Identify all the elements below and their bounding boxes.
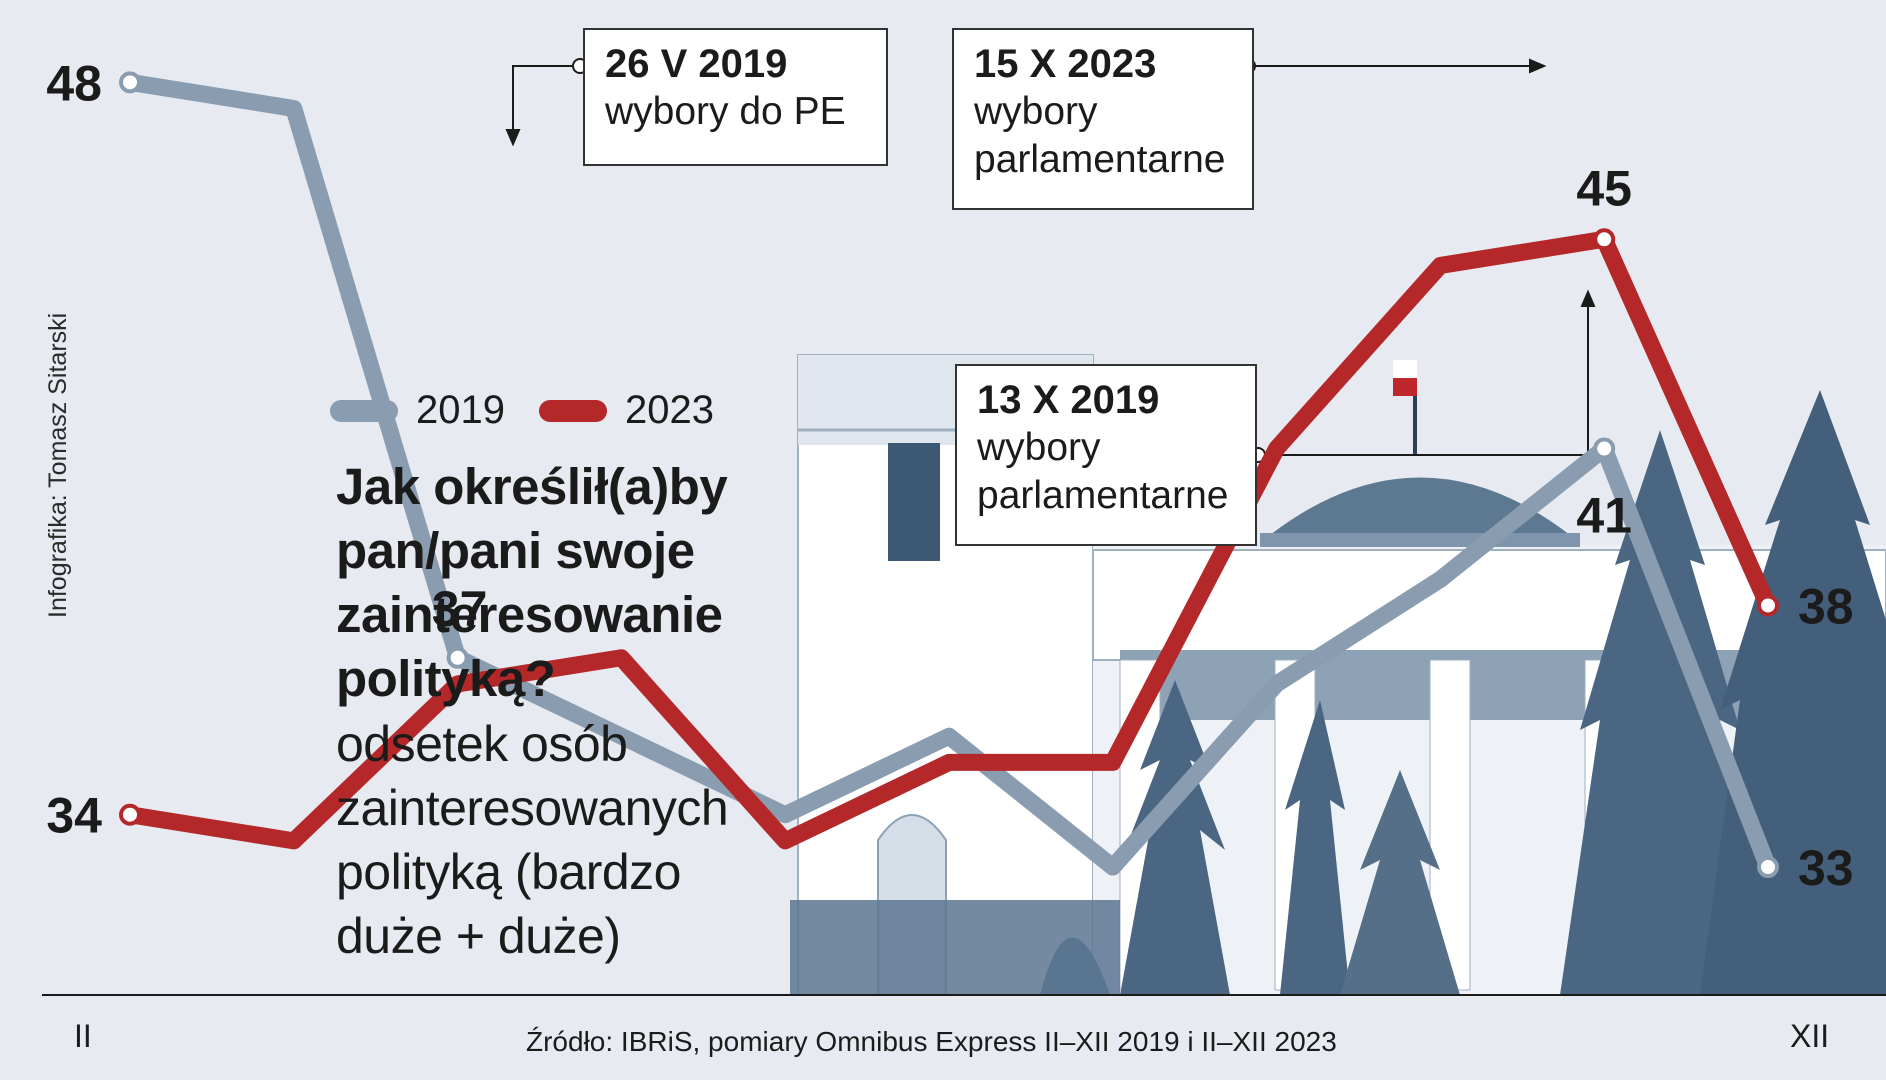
data-point-marker-2019 <box>1757 856 1779 879</box>
chart-title: Jak określił(a)by pan/pani swoje zainter… <box>336 458 728 707</box>
data-label-2023: 38 <box>1798 578 1854 634</box>
callout-event: wybory parlamentarne <box>977 426 1229 517</box>
data-point-marker-2023 <box>119 803 141 826</box>
value-labels-layer: 48 37 41 33 34 45 38 <box>46 55 1853 896</box>
source-note: Źródło: IBRiS, pomiary Omnibus Express I… <box>526 1026 1337 1057</box>
x-axis-start-label: II <box>74 1018 92 1054</box>
sejm-building-illustration <box>790 354 1886 996</box>
data-point-marker-2019 <box>446 646 469 669</box>
callout-ep-election-2019: 26 V 2019 wybory do PE <box>583 28 888 166</box>
series-line-2019 <box>121 73 1777 876</box>
callout-date: 13 X 2019 <box>977 378 1160 422</box>
data-point-marker-2019 <box>1593 437 1616 460</box>
x-axis-end-label: XII <box>1790 1018 1830 1054</box>
callout-event: wybory do PE <box>605 90 846 133</box>
callout-event: wybory parlamentarne <box>974 90 1226 181</box>
callout-parliament-election-2019: 13 X 2019 wybory parlamentarne <box>955 364 1257 546</box>
chart-subtitle: odsetek osób zainteresowanych polityką (… <box>336 716 729 964</box>
legend: 2019 2023 <box>330 388 714 433</box>
data-label-2019: 33 <box>1798 840 1854 896</box>
callout-date: 15 X 2023 <box>974 42 1157 86</box>
legend-label-2019: 2019 <box>416 388 505 432</box>
data-point-marker-2023 <box>1593 228 1616 251</box>
data-point-marker-2023 <box>1757 594 1779 617</box>
data-label-2023: 45 <box>1576 160 1632 216</box>
callout-date: 26 V 2019 <box>605 42 788 86</box>
series-layer <box>121 73 1777 876</box>
callout-parliament-election-2023: 15 X 2023 wybory parlamentarne <box>952 28 1254 210</box>
legend-label-2023: 2023 <box>624 388 714 432</box>
data-label-2023: 34 <box>46 788 102 844</box>
data-label-2019: 37 <box>432 581 488 637</box>
data-point-marker-2019 <box>119 71 141 94</box>
data-label-2019: 48 <box>46 55 102 111</box>
legend-swatch-2019 <box>330 399 398 422</box>
credit-text: Infografika: Tomasz Sitarski <box>44 312 72 618</box>
series-line-2023 <box>121 230 1777 850</box>
legend-swatch-2023 <box>538 399 607 422</box>
data-label-2019: 41 <box>1576 488 1632 544</box>
